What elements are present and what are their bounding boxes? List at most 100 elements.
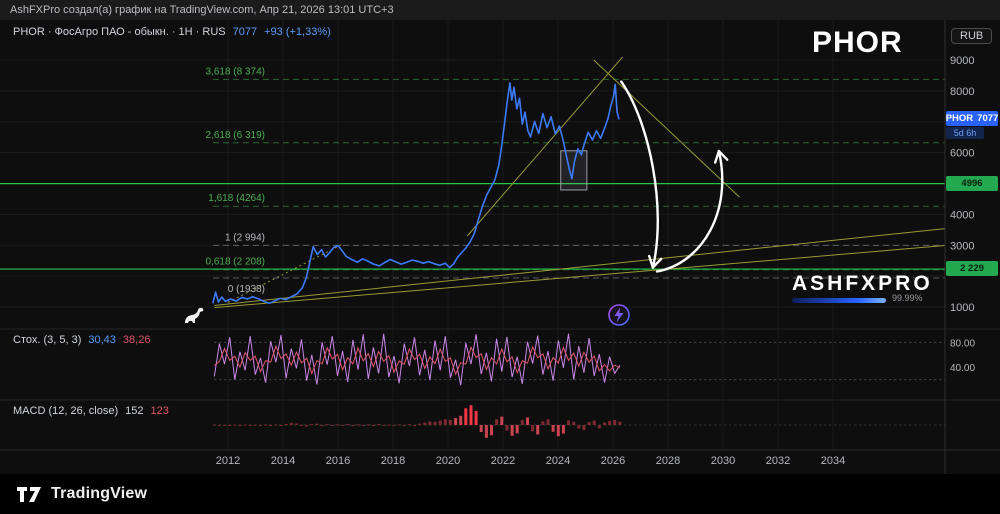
macd-histogram-bar	[500, 416, 504, 425]
chart-area[interactable]: 9000 8000 6000 4000 3000 1000 80.00 40.00 2012 20…	[0, 20, 1000, 474]
axis-label: 40.00	[950, 363, 975, 374]
last-price-badge-value: 7077	[977, 113, 999, 125]
axis-label: 2022	[491, 455, 515, 467]
macd-histogram-bar	[274, 424, 278, 426]
macd-histogram-bar	[279, 425, 283, 426]
axis-label: 2012	[216, 455, 240, 467]
macd-histogram-bar	[433, 421, 437, 425]
last-price-badge-symbol: PHOR	[945, 113, 974, 125]
lightning-sticker-icon	[608, 304, 630, 326]
axis-label: 2014	[271, 455, 295, 467]
macd-histogram-bar	[413, 425, 416, 426]
trend-line[interactable]	[466, 56, 624, 237]
symbol-legend[interactable]: PHOR · ФосАгро ПАО - обыкн. · 1H · RUS 7…	[13, 26, 331, 38]
macd-histogram-bar	[526, 417, 529, 425]
macd-histogram-bar	[387, 424, 391, 426]
macd-histogram-bar	[264, 424, 268, 426]
last-price-badge[interactable]: PHOR 7077	[945, 111, 999, 127]
macd-histogram-bar	[407, 424, 411, 426]
macd-histogram-bar	[325, 424, 329, 426]
trend-line[interactable]	[214, 245, 948, 309]
axis-label: 2030	[711, 455, 735, 467]
axis-label: 9000	[950, 55, 974, 67]
macd-histogram-bar	[392, 425, 396, 426]
trend-line[interactable]	[214, 228, 948, 306]
axis-label: 6000	[950, 148, 974, 160]
macd-histogram-bar	[454, 418, 458, 425]
brand-watermark-bar	[792, 298, 886, 303]
axis-label: 1000	[950, 302, 974, 314]
axis-label: 2026	[601, 455, 625, 467]
macd-histogram-bar	[505, 425, 509, 431]
macd-histogram-bar	[582, 425, 586, 431]
tradingview-wordmark[interactable]: TradingView	[51, 485, 148, 502]
macd-histogram-bar	[567, 420, 570, 425]
share-info-bar: AshFXPro создал(а) график на TradingView…	[0, 0, 1000, 20]
axis-label: 8000	[950, 86, 974, 98]
macd-histogram-bar	[603, 422, 606, 425]
macd-histogram-bar	[608, 421, 612, 425]
macd-histogram-bar	[597, 425, 601, 429]
footer-bar: TradingView	[0, 474, 1000, 514]
price-level-badge[interactable]: 4996	[946, 175, 998, 191]
macd-histogram-bar	[243, 424, 247, 426]
axis-label: 1 (2 994)	[225, 232, 265, 243]
macd-histogram-bar	[577, 425, 581, 429]
axis-label: 2024	[546, 455, 570, 467]
trend-line[interactable]	[593, 59, 740, 198]
symbol-legend-title: PHOR · ФосАгро ПАО - обыкн. · 1H · RUS	[13, 26, 226, 38]
macd-histogram-bar	[259, 425, 262, 426]
stoch-k-value: 30,43	[88, 334, 116, 346]
macd-histogram-bar	[284, 424, 288, 425]
macd-legend[interactable]: MACD (12, 26, close) 152 123	[13, 405, 169, 417]
price-line-series[interactable]	[212, 81, 620, 305]
brand-watermark: ASHFXPRO	[792, 272, 933, 295]
macd-histogram-bar	[300, 425, 303, 426]
price-level-badge[interactable]: 2 229	[946, 261, 998, 277]
axis-label: 2020	[436, 455, 460, 467]
axis-label: 2016	[326, 455, 350, 467]
axis-label: 2,618 (6 319)	[206, 130, 266, 141]
macd-histogram-bar	[310, 424, 314, 426]
macd-histogram-bar	[490, 425, 493, 436]
bar-countdown-badge: 5d 6h	[946, 127, 984, 140]
macd-histogram-bar	[443, 419, 447, 425]
macd-histogram-bar	[510, 425, 514, 436]
axis-label: 0,618 (2 208)	[206, 257, 266, 268]
chart-canvas[interactable]: 9000 8000 6000 4000 3000 1000 80.00 40.00 2012 20…	[0, 20, 1000, 474]
macd-histogram-bar	[479, 425, 483, 432]
macd-histogram-bar	[223, 424, 226, 426]
macd-histogram-bar	[356, 424, 360, 426]
macd-histogram-bar	[402, 425, 406, 427]
symbol-legend-change: +93 (+1,33%)	[264, 26, 331, 38]
macd-histogram-bar	[561, 425, 565, 434]
drawn-arrow-up[interactable]	[655, 149, 724, 273]
axis-label: 2018	[381, 455, 405, 467]
macd-histogram-bar	[212, 424, 216, 426]
macd-histogram-bar	[330, 425, 334, 426]
axis-label: 0 (1938)	[228, 284, 265, 295]
macd-histogram-bar	[464, 408, 468, 425]
macd-histogram-bar	[572, 421, 576, 425]
macd-histogram-bar	[587, 422, 591, 425]
drawn-arrow-down[interactable]	[620, 80, 659, 269]
macd-histogram-bar	[551, 425, 555, 432]
macd-histogram-bar	[484, 425, 488, 438]
macd-histogram-bar	[253, 424, 257, 426]
brand-watermark-percent: 99.99%	[892, 293, 923, 303]
axis-label: 80.00	[950, 338, 975, 349]
macd-histogram-bar	[515, 425, 519, 434]
macd-histogram-bar	[423, 422, 427, 425]
macd-histogram-bar	[618, 421, 622, 425]
currency-toggle-button[interactable]: RUB	[951, 28, 993, 44]
macd-histogram-bar	[382, 425, 386, 426]
macd-histogram-bar	[351, 425, 355, 427]
big-symbol-watermark: PHOR	[812, 26, 903, 59]
macd-histogram-bar	[428, 421, 432, 425]
macd-histogram-bar	[371, 425, 375, 426]
macd-histogram-bar	[438, 420, 442, 425]
tradingview-logo-icon[interactable]	[16, 485, 42, 503]
trend-line[interactable]	[227, 243, 344, 303]
stoch-legend[interactable]: Стох. (3, 5, 3) 30,43 38,26	[13, 334, 150, 346]
